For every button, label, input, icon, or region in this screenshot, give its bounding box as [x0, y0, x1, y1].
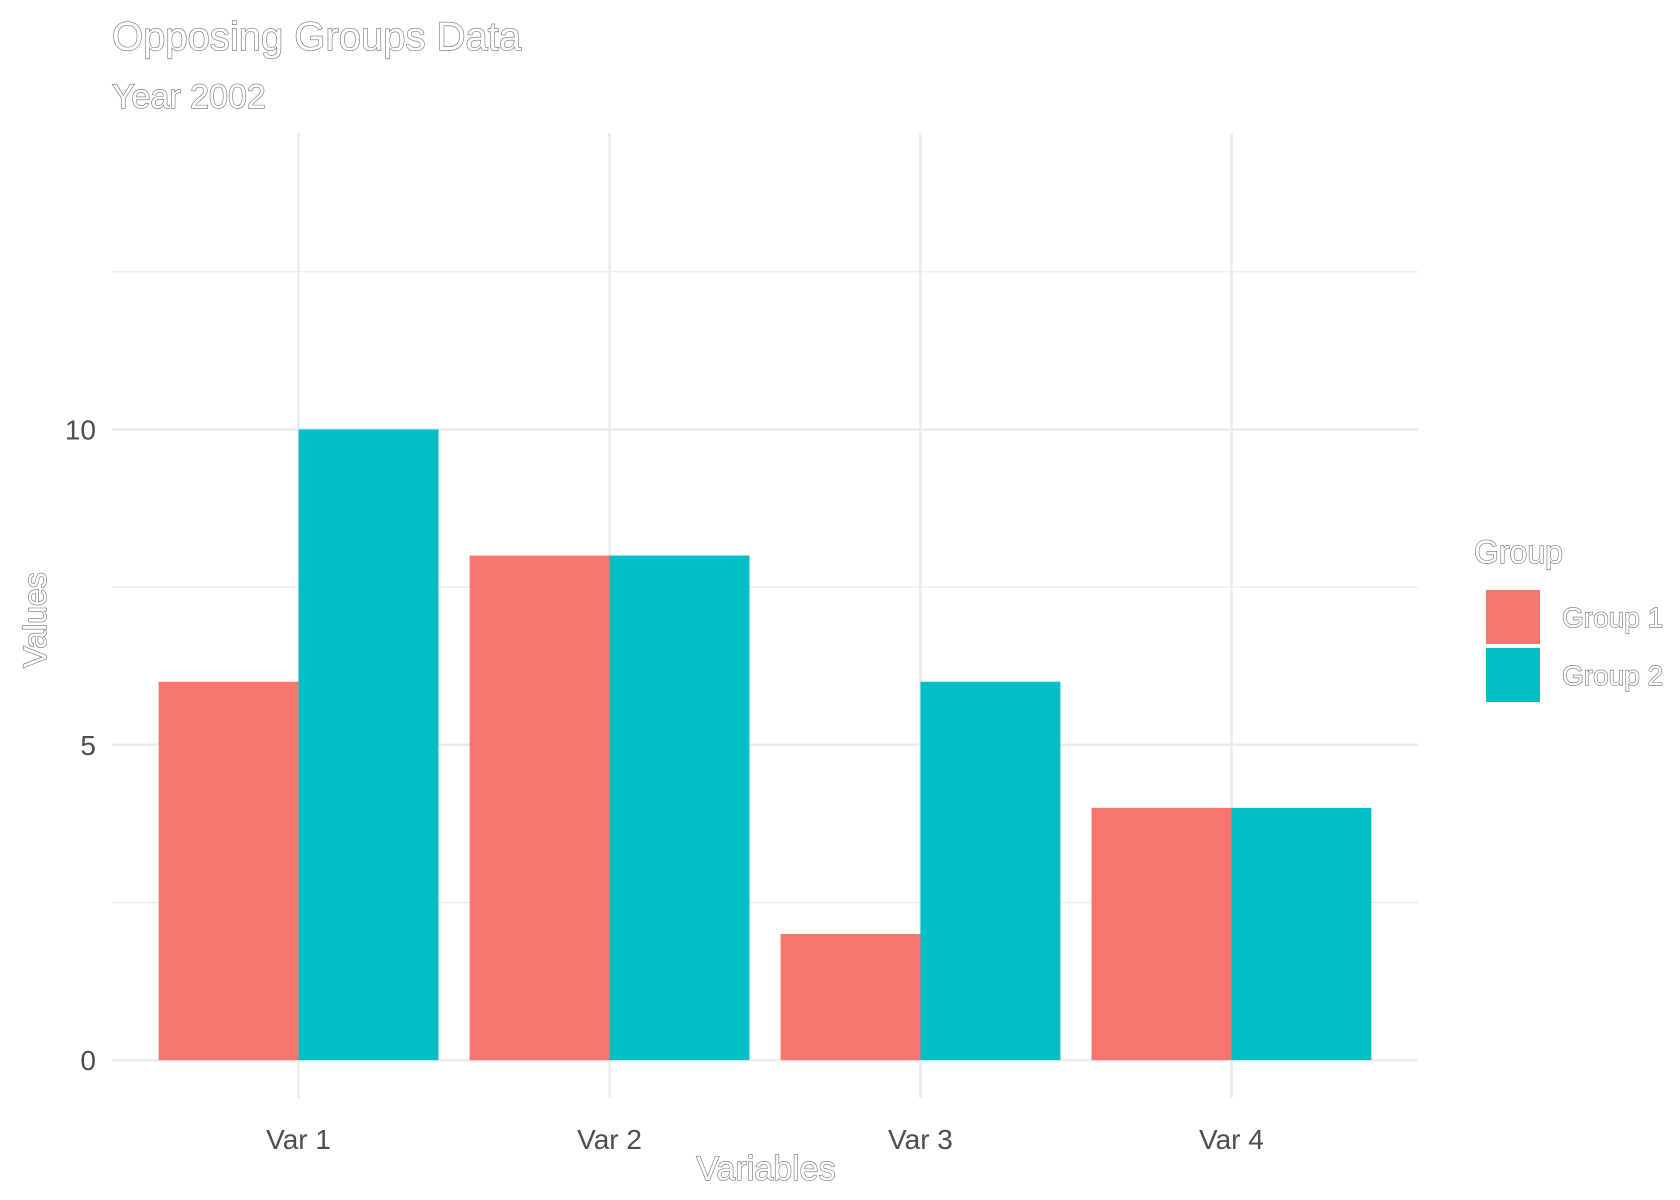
x-tick-label: Var 3	[888, 1124, 953, 1155]
y-tick-label: 0	[80, 1045, 96, 1076]
x-axis-label: Variables	[696, 1150, 835, 1188]
bar-group-1-var-1	[158, 681, 299, 1061]
chart-subtitle: Year 2002	[112, 78, 266, 116]
legend-swatch	[1486, 590, 1540, 644]
legend-label: Group 2	[1562, 660, 1663, 691]
x-tick-label: Var 2	[577, 1124, 642, 1155]
y-axis-ticks: 0 5 10	[65, 414, 96, 1076]
x-tick-label: Var 4	[1199, 1124, 1264, 1155]
legend-swatch	[1486, 648, 1540, 702]
bar-group-2-var-3	[920, 681, 1061, 1061]
legend-items: Group 1 Group 2	[1486, 590, 1664, 702]
chart-title: Opposing Groups Data	[112, 15, 522, 59]
legend: Group Group 1 Group 2	[1473, 533, 1664, 702]
bar-group-2-var-4	[1231, 807, 1372, 1061]
legend-label: Group 1	[1562, 602, 1663, 633]
x-tick-label: Var 1	[266, 1124, 331, 1155]
bar-group-1-var-4	[1091, 807, 1232, 1061]
y-axis-label: Values	[17, 572, 53, 667]
bar-group-1-var-2	[469, 555, 610, 1061]
bar-group-2-var-2	[609, 555, 750, 1061]
bar-group-1-var-3	[780, 934, 921, 1061]
y-tick-label: 10	[65, 414, 96, 445]
bar-group-2-var-1	[298, 429, 439, 1061]
bar-series	[158, 429, 1372, 1061]
y-tick-label: 5	[80, 730, 96, 761]
x-axis-ticks: Var 1 Var 2 Var 3 Var 4	[266, 1124, 1264, 1155]
legend-title: Group	[1474, 534, 1563, 570]
